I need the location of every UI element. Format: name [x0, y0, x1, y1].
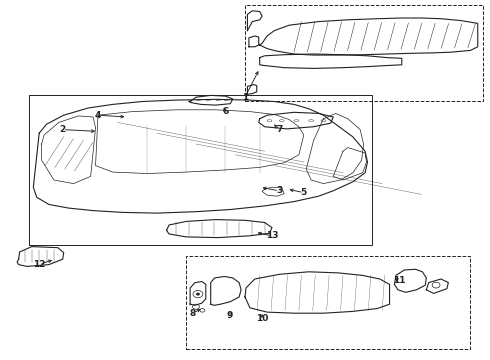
Text: 10: 10 [256, 314, 269, 323]
Text: 2: 2 [60, 125, 66, 134]
Text: 5: 5 [301, 188, 307, 197]
Circle shape [196, 293, 200, 296]
Text: 1: 1 [242, 93, 248, 102]
Text: 6: 6 [222, 107, 228, 116]
Text: 7: 7 [276, 125, 283, 134]
Text: 4: 4 [95, 111, 101, 120]
Text: 13: 13 [266, 231, 278, 240]
Text: 11: 11 [393, 276, 406, 285]
Text: 9: 9 [226, 310, 233, 320]
Text: 3: 3 [276, 186, 282, 195]
Text: 8: 8 [190, 309, 196, 318]
Text: 12: 12 [33, 260, 46, 269]
